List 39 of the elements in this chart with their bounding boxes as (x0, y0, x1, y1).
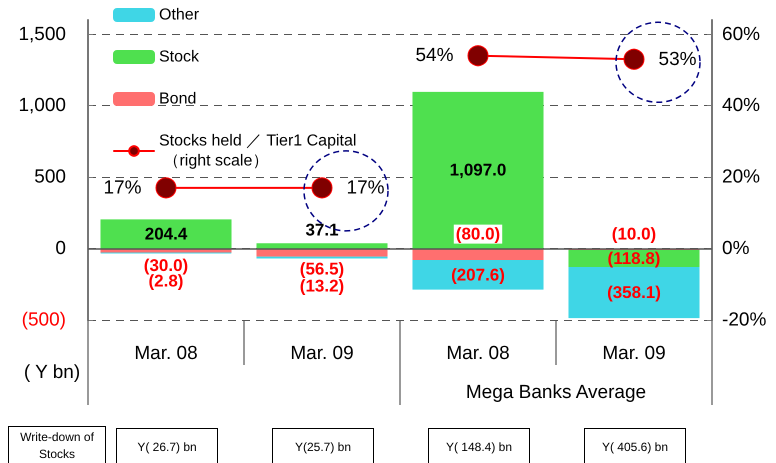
data-label: 17% (346, 177, 385, 198)
y-tick-label: 1,000 (18, 95, 66, 116)
data-label: (118.8) (608, 248, 660, 268)
text: Mega Banks Average (466, 382, 646, 404)
data-label: 204.4 (144, 224, 188, 244)
data-label: 54% (415, 45, 454, 66)
y-axis-title: ( Y bn) (24, 362, 80, 384)
data-label: (358.1) (607, 283, 661, 302)
y-tick-label: (500) (22, 310, 66, 330)
x-tick-label: Mar. 09 (290, 343, 354, 364)
legend-label: Stock (159, 48, 200, 66)
data-label: 17% (103, 177, 142, 198)
data-label: (56.5) (300, 260, 344, 279)
y2-tick-label: -20% (722, 310, 766, 330)
data-label: (207.6) (451, 265, 505, 284)
data-label: (13.2) (300, 276, 344, 296)
legend-label: Bond (159, 90, 196, 108)
text: Y( 26.7) bn (116, 428, 218, 463)
text: Y( 148.4) bn (428, 428, 530, 463)
data-label: (10.0) (612, 224, 656, 244)
y-tick-label: 1,500 (18, 24, 66, 45)
x-tick-label: Mar. 08 (446, 343, 510, 364)
text: Y(25.7) bn (272, 428, 374, 463)
text: Write-down of Stocks (8, 426, 106, 463)
data-label: 1,097.0 (450, 160, 506, 180)
y2-tick-label: 40% (722, 95, 760, 116)
legend-label: Other (159, 6, 200, 24)
y2-tick-label: 0% (722, 238, 750, 260)
data-label: (80.0) (456, 224, 500, 244)
y-tick-label: 500 (34, 166, 66, 188)
data-label: 37.1 (305, 220, 339, 240)
x-tick-label: Mar. 08 (134, 343, 198, 364)
legend-label: Stocks held ／ Tier1 Capital （right scale） (159, 132, 356, 170)
text: Y( 405.6) bn (584, 428, 686, 463)
data-label: 53% (658, 48, 697, 70)
y2-tick-label: 60% (722, 24, 760, 45)
y-tick-label: 0 (55, 238, 66, 260)
y2-tick-label: 20% (722, 166, 760, 188)
x-tick-label: Mar. 09 (602, 343, 666, 364)
